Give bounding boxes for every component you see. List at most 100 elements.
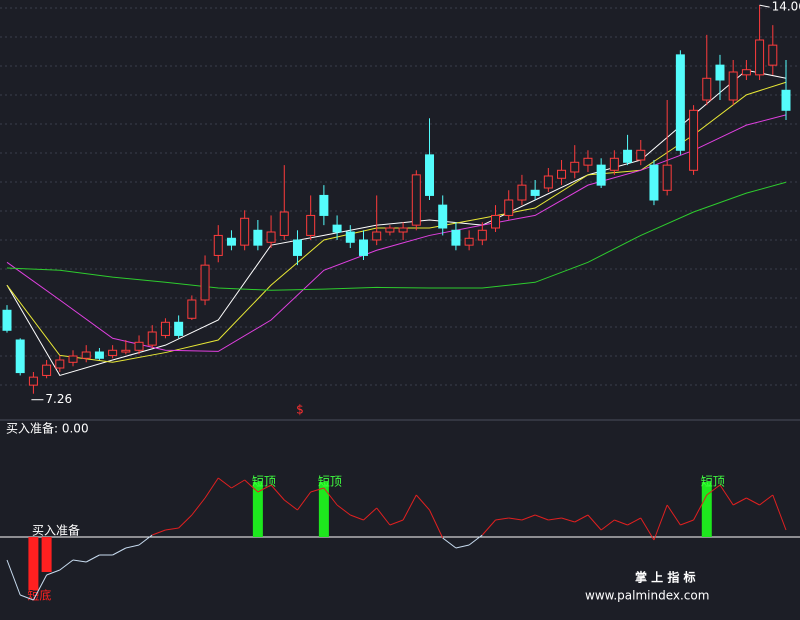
indicator-segment (32, 574, 48, 601)
candle-body (42, 364, 52, 376)
annotation: $ (296, 403, 304, 417)
candle-body (464, 237, 474, 246)
candle-body (517, 184, 527, 201)
signal-bar (318, 482, 329, 537)
candle-body (319, 194, 329, 216)
indicator-segment (138, 534, 153, 546)
candle-body (240, 217, 250, 246)
indicator-segment (376, 507, 391, 526)
candle-body (332, 224, 342, 233)
candle-body (121, 349, 131, 353)
candle-body (477, 229, 487, 241)
indicator-segment (627, 517, 641, 526)
indicator-segment (706, 484, 721, 496)
candle-body (385, 227, 395, 233)
candle-body (623, 149, 633, 163)
indicator-segment (521, 514, 536, 521)
candle-body (398, 227, 408, 233)
indicator-segment (257, 484, 272, 493)
indicator-segment (297, 491, 312, 511)
indicator-segment (574, 514, 589, 523)
indicator-segment (455, 544, 470, 549)
candle-body (134, 341, 144, 351)
indicator-segment (415, 494, 430, 511)
indicator-segment (666, 504, 681, 526)
signal-label: 短顶 (701, 475, 725, 489)
candle-body (557, 169, 567, 179)
signal-label: 短底 (27, 588, 51, 603)
candle-body (755, 39, 765, 76)
grid (0, 7, 800, 386)
indicator-segment (508, 517, 523, 521)
candle-body (741, 69, 751, 76)
indicator-segment (270, 484, 285, 501)
indicator-segment (191, 497, 206, 516)
indicator-segment (85, 554, 100, 563)
candle-body (213, 234, 223, 256)
candle-body (160, 321, 170, 336)
indicator-segment (772, 494, 787, 531)
indicator-segment (481, 519, 496, 536)
indicator-segment (72, 559, 87, 563)
candle-body (781, 89, 791, 111)
candle-body (649, 164, 659, 201)
level-label: 买入准备 (32, 524, 80, 538)
indicator-segment (693, 494, 708, 521)
indicator-segment (495, 517, 509, 521)
moving-average (6, 181, 787, 291)
indicator-title: 买入准备: 0.00 (6, 422, 89, 436)
candle-body (636, 149, 646, 161)
indicator-segment (759, 494, 774, 506)
candle-body (2, 309, 12, 331)
candle-body (728, 71, 738, 101)
candle-body (570, 161, 580, 173)
candle-body (702, 77, 712, 101)
indicator-segment (732, 497, 747, 506)
arrow (759, 4, 770, 8)
indicator-segment (152, 529, 166, 536)
candle-body (306, 214, 316, 236)
candle-body (55, 359, 65, 369)
watermark-url: www.palmindex.com (585, 589, 709, 603)
indicator-segment (59, 559, 74, 571)
indicator-segment (350, 514, 364, 521)
candle-body (81, 351, 91, 359)
candle-body (28, 376, 38, 386)
candle-body (226, 237, 236, 246)
indicator-segment (719, 484, 734, 506)
indicator-segment (363, 507, 378, 521)
candle-body (609, 157, 619, 171)
indicator-segment (548, 517, 562, 521)
candle-body (596, 164, 606, 186)
indicator-segment (653, 504, 668, 541)
candle-body (253, 229, 263, 246)
indicator-segment (6, 559, 21, 596)
indicator-segment (46, 569, 60, 576)
indicator-segment (231, 479, 245, 489)
indicator-segment (600, 519, 615, 531)
indicator-segment (429, 509, 444, 539)
signal-bar (41, 537, 52, 572)
indicator-segment (336, 504, 351, 516)
candle-body (491, 214, 501, 229)
candle-body (279, 211, 289, 236)
candle-body (768, 44, 778, 66)
candle-body (358, 239, 368, 256)
candle-body (543, 175, 553, 189)
max-label: 14.06 (772, 0, 800, 14)
indicator-segment (217, 477, 232, 489)
candle-body (108, 349, 118, 356)
indicator-segment (112, 547, 127, 556)
indicator-segment (680, 519, 694, 526)
indicator-segment (244, 479, 259, 493)
candle-body (68, 355, 78, 363)
indicator-segment (20, 594, 34, 601)
signal-bar (252, 482, 263, 537)
candle-body (200, 264, 210, 301)
candle-body (411, 174, 421, 226)
indicator-segment (561, 517, 575, 523)
candle-body (174, 321, 184, 336)
candle-body (425, 154, 435, 196)
